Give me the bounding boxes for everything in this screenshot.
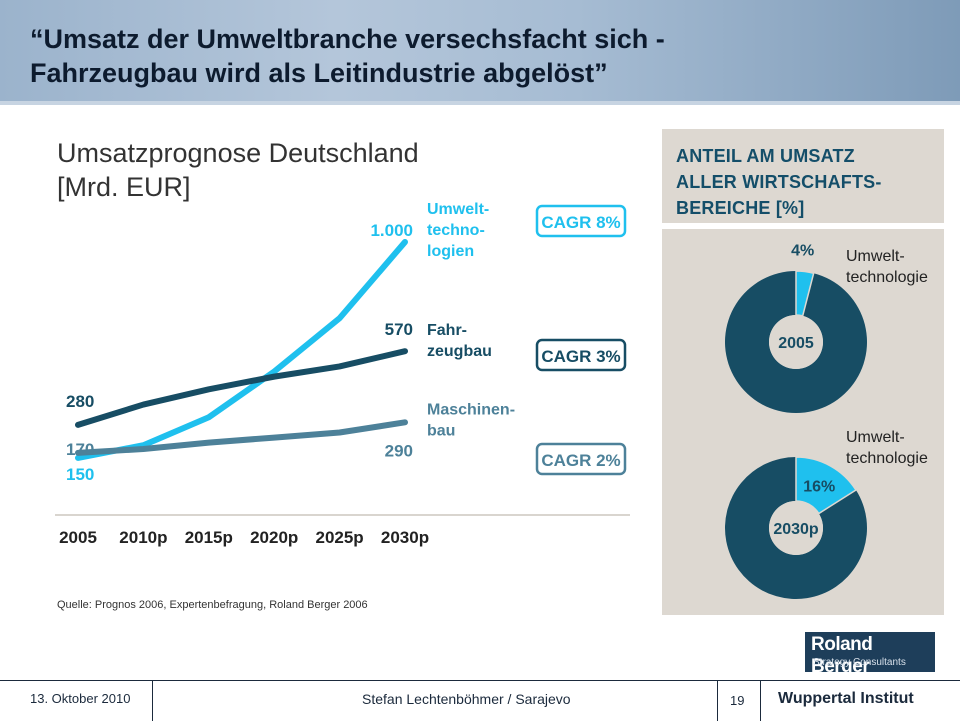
donut-slice-rest xyxy=(725,271,867,413)
donut-callout: Umwelt-technologie xyxy=(846,248,928,286)
x-tick-label: 2005 xyxy=(59,528,97,547)
footer-date: 13. Oktober 2010 xyxy=(30,691,131,706)
chart-title: Umsatzprognose Deutschland xyxy=(57,138,419,168)
series-end-label: 570 xyxy=(385,320,413,339)
x-tick-label: 2030p xyxy=(381,528,429,547)
share-donut-charts: 2005 4% Umwelt-technologie 2030p 16% Umwelt-t… xyxy=(725,243,928,599)
donut-slice-rest xyxy=(725,457,867,599)
share-title-line-1: ANTEIL AM UMSATZ xyxy=(676,146,855,166)
slide-title-line-1: “Umsatz der Umweltbranche versechsfacht … xyxy=(30,24,665,54)
cagr-label: CAGR 3% xyxy=(541,347,620,366)
revenue-forecast-line-chart: Umsatzprognose Deutschland [Mrd. EUR] 15… xyxy=(55,138,630,611)
plot-area xyxy=(55,206,630,516)
donut-percent-label: 16% xyxy=(803,479,835,496)
chart-source: Quelle: Prognos 2006, Expertenbefragung,… xyxy=(57,599,368,611)
footer-author: Stefan Lechtenböhmer / Sarajevo xyxy=(362,691,571,707)
series-name-label: Maschinen-bau xyxy=(427,401,515,439)
share-title-line-2: ALLER WIRTSCHAFTS- xyxy=(676,172,882,192)
series-line-3 xyxy=(75,419,408,456)
donut-year-label: 2030p xyxy=(773,521,819,538)
x-tick-label: 2015p xyxy=(185,528,233,547)
series-end-label: 290 xyxy=(385,441,413,460)
footer-page-number: 19 xyxy=(730,693,745,708)
cagr-badge xyxy=(535,204,627,238)
footer-divider xyxy=(760,681,761,721)
series-start-label: 170 xyxy=(66,440,94,459)
title-bar: “Umsatz der Umweltbranche versechsfacht … xyxy=(0,0,960,105)
footer-institute: Wuppertal Institut xyxy=(778,690,914,707)
roland-berger-logo: Roland Berger Strategy Consultants xyxy=(805,632,935,677)
share-title-line-3: BEREICHE [%] xyxy=(676,198,805,218)
footer-divider xyxy=(717,681,718,721)
logo-sub-text: Strategy Consultants xyxy=(813,657,906,668)
series-name-label: Umwelt-techno-logien xyxy=(427,201,489,260)
slide-title-line-2: Fahrzeugbau wird als Leitindustrie abgel… xyxy=(30,58,608,88)
logo-main-text: Roland Berger xyxy=(811,634,873,677)
donut-year-label: 2005 xyxy=(778,335,814,352)
x-tick-label: 2025p xyxy=(315,528,363,547)
x-tick-label: 2010p xyxy=(119,528,167,547)
donut-callout: Umwelt-technologie xyxy=(846,429,928,467)
share-panel-header: ANTEIL AM UMSATZ ALLER WIRTSCHAFTS- BERE… xyxy=(662,129,944,223)
series-name-label: Fahr-zeugbau xyxy=(427,322,492,360)
series-end-label: 1.000 xyxy=(370,221,413,240)
series-start-label: 150 xyxy=(66,465,94,484)
series-start-label: 280 xyxy=(66,392,94,411)
share-panel: 2005 4% Umwelt-technologie 2030p 16% Umwelt-t… xyxy=(662,229,944,615)
series-line-2 xyxy=(75,348,408,428)
x-tick-label: 2020p xyxy=(250,528,298,547)
cagr-badge xyxy=(535,442,627,476)
footer-divider xyxy=(152,681,153,721)
donut-hole xyxy=(769,501,823,555)
chart-subtitle: [Mrd. EUR] xyxy=(57,172,191,202)
cagr-label: CAGR 8% xyxy=(541,213,620,232)
cagr-badge xyxy=(535,338,627,372)
slide-title: “Umsatz der Umweltbranche versechsfacht … xyxy=(30,22,930,90)
donut-percent-label: 4% xyxy=(791,243,814,260)
footer: 13. Oktober 2010 Stefan Lechtenböhmer / … xyxy=(0,680,960,721)
cagr-label: CAGR 2% xyxy=(541,451,620,470)
donut-hole xyxy=(769,315,823,369)
